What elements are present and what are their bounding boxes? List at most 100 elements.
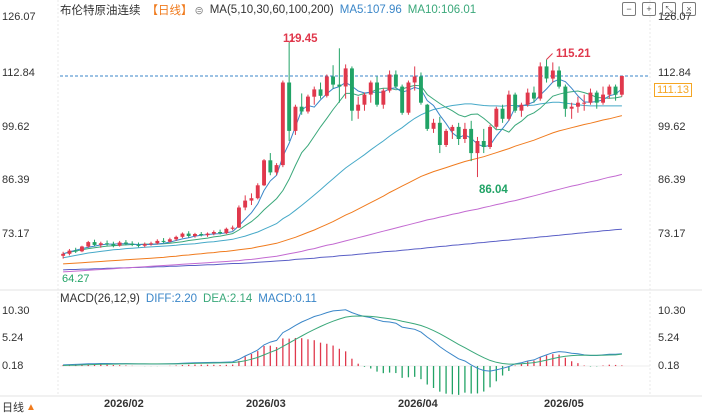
candle-body bbox=[607, 86, 612, 95]
candle-body bbox=[73, 250, 78, 252]
macd-axis-left-2: 5.24 bbox=[2, 332, 24, 344]
candle-body bbox=[387, 74, 392, 91]
triangle-up-icon: ▲ bbox=[26, 401, 36, 413]
candle-body bbox=[576, 102, 580, 107]
candle-body bbox=[544, 66, 549, 79]
candle-body bbox=[186, 233, 191, 236]
candle-body bbox=[249, 198, 254, 201]
candle-body bbox=[519, 104, 524, 111]
candle-body bbox=[105, 243, 109, 245]
macd-dea-value: DEA:2.14 bbox=[203, 293, 253, 305]
candle-body bbox=[218, 232, 222, 234]
candle-body bbox=[205, 233, 210, 236]
candle-body bbox=[350, 68, 354, 111]
candle-body bbox=[481, 141, 486, 147]
candle-body bbox=[619, 76, 624, 95]
high-marker-2 bbox=[546, 53, 553, 60]
candle-body bbox=[299, 106, 304, 112]
candle-body bbox=[475, 141, 480, 154]
macd-axis-left-1: 10.30 bbox=[2, 305, 30, 317]
candle-body bbox=[488, 126, 492, 147]
candle-body bbox=[262, 160, 266, 186]
close-square-icon[interactable]: × bbox=[682, 2, 696, 16]
high-label-1: 119.45 bbox=[283, 33, 318, 45]
chart-toolbar: − + ⤡ × bbox=[622, 2, 696, 16]
candle-body bbox=[80, 246, 84, 252]
price-axis-right-1: 126.07 bbox=[658, 11, 692, 23]
candle-body bbox=[180, 233, 185, 237]
ma60-line bbox=[63, 115, 623, 265]
candle-body bbox=[450, 126, 455, 131]
candle-body bbox=[86, 242, 91, 247]
candle-body bbox=[268, 160, 273, 173]
date-label-4: 2026/05 bbox=[544, 398, 584, 410]
candle-body bbox=[167, 239, 172, 242]
price-axis-right-3: 99.62 bbox=[658, 121, 686, 133]
price-axis-left-1: 126.07 bbox=[2, 11, 36, 23]
price-axis-left-4: 86.39 bbox=[2, 174, 30, 186]
candle-body bbox=[211, 232, 216, 234]
candle-body bbox=[287, 82, 292, 131]
candle-body bbox=[130, 243, 135, 245]
candle-body bbox=[613, 86, 618, 95]
candle-body bbox=[569, 106, 574, 109]
candle-body bbox=[525, 92, 530, 105]
minus-square-icon[interactable]: − bbox=[622, 2, 636, 16]
candle-body bbox=[419, 76, 423, 103]
candle-body bbox=[444, 130, 448, 145]
date-label-1: 2026/02 bbox=[104, 398, 144, 410]
ma5-line bbox=[62, 78, 623, 255]
instrument-title: 布伦特原油连续 bbox=[60, 5, 141, 17]
candle-body bbox=[174, 236, 179, 240]
candle-body bbox=[199, 234, 204, 236]
period-selector-label: 日线 bbox=[2, 402, 24, 414]
period-selector[interactable]: 日线 ▲ bbox=[2, 399, 36, 414]
candle-body bbox=[582, 102, 587, 104]
ma30-line bbox=[63, 101, 622, 259]
candle-body bbox=[362, 94, 367, 105]
candle-body bbox=[293, 106, 298, 131]
candle-body bbox=[155, 240, 160, 244]
candle-body bbox=[124, 242, 128, 244]
candle-body bbox=[513, 94, 518, 111]
candle-body bbox=[356, 104, 361, 111]
compress-icon[interactable]: ⤡ bbox=[662, 2, 676, 16]
candle-body bbox=[588, 92, 593, 103]
macd-params-label: MACD(26,12,9) bbox=[60, 293, 140, 305]
eye-icon[interactable]: ⊜ bbox=[194, 4, 204, 17]
candle-body bbox=[381, 90, 386, 105]
chart-header: 布伦特原油连续 【日线】 ⊜ MA(5,10,30,60,100,200) MA… bbox=[60, 2, 482, 18]
candle-body bbox=[500, 108, 505, 119]
low-label-1: 86.04 bbox=[479, 184, 508, 196]
candle-body bbox=[494, 108, 499, 127]
current-price-tag: 111.13 bbox=[654, 83, 693, 97]
candle-body bbox=[469, 128, 474, 154]
price-axis-left-2: 112.84 bbox=[2, 67, 35, 79]
candle-body bbox=[230, 227, 235, 229]
candle-body bbox=[142, 244, 147, 246]
ma5-value: MA5:107.96 bbox=[339, 4, 402, 16]
candle-body bbox=[400, 86, 405, 113]
candle-body bbox=[456, 126, 461, 139]
candle-body bbox=[117, 242, 122, 246]
plus-square-icon[interactable]: + bbox=[642, 2, 656, 16]
candle-body bbox=[136, 244, 141, 246]
date-label-3: 2026/04 bbox=[398, 398, 438, 410]
macd-axis-right-2: 5.24 bbox=[658, 332, 680, 344]
ma200-line bbox=[63, 228, 622, 271]
candle-body bbox=[243, 200, 248, 208]
candle-body bbox=[67, 250, 72, 254]
candle-body bbox=[61, 253, 66, 256]
candle-body bbox=[393, 74, 398, 87]
candle-body bbox=[557, 70, 561, 87]
candle-body bbox=[431, 122, 436, 129]
price-axis-right-2: 112.84 bbox=[658, 67, 691, 79]
candle-body bbox=[412, 76, 417, 83]
candle-body bbox=[506, 94, 511, 119]
period-label[interactable]: 【日线】 bbox=[146, 5, 193, 17]
candle-body bbox=[318, 89, 323, 96]
candle-body bbox=[237, 207, 241, 228]
price-axis-left-5: 73.17 bbox=[2, 228, 30, 240]
